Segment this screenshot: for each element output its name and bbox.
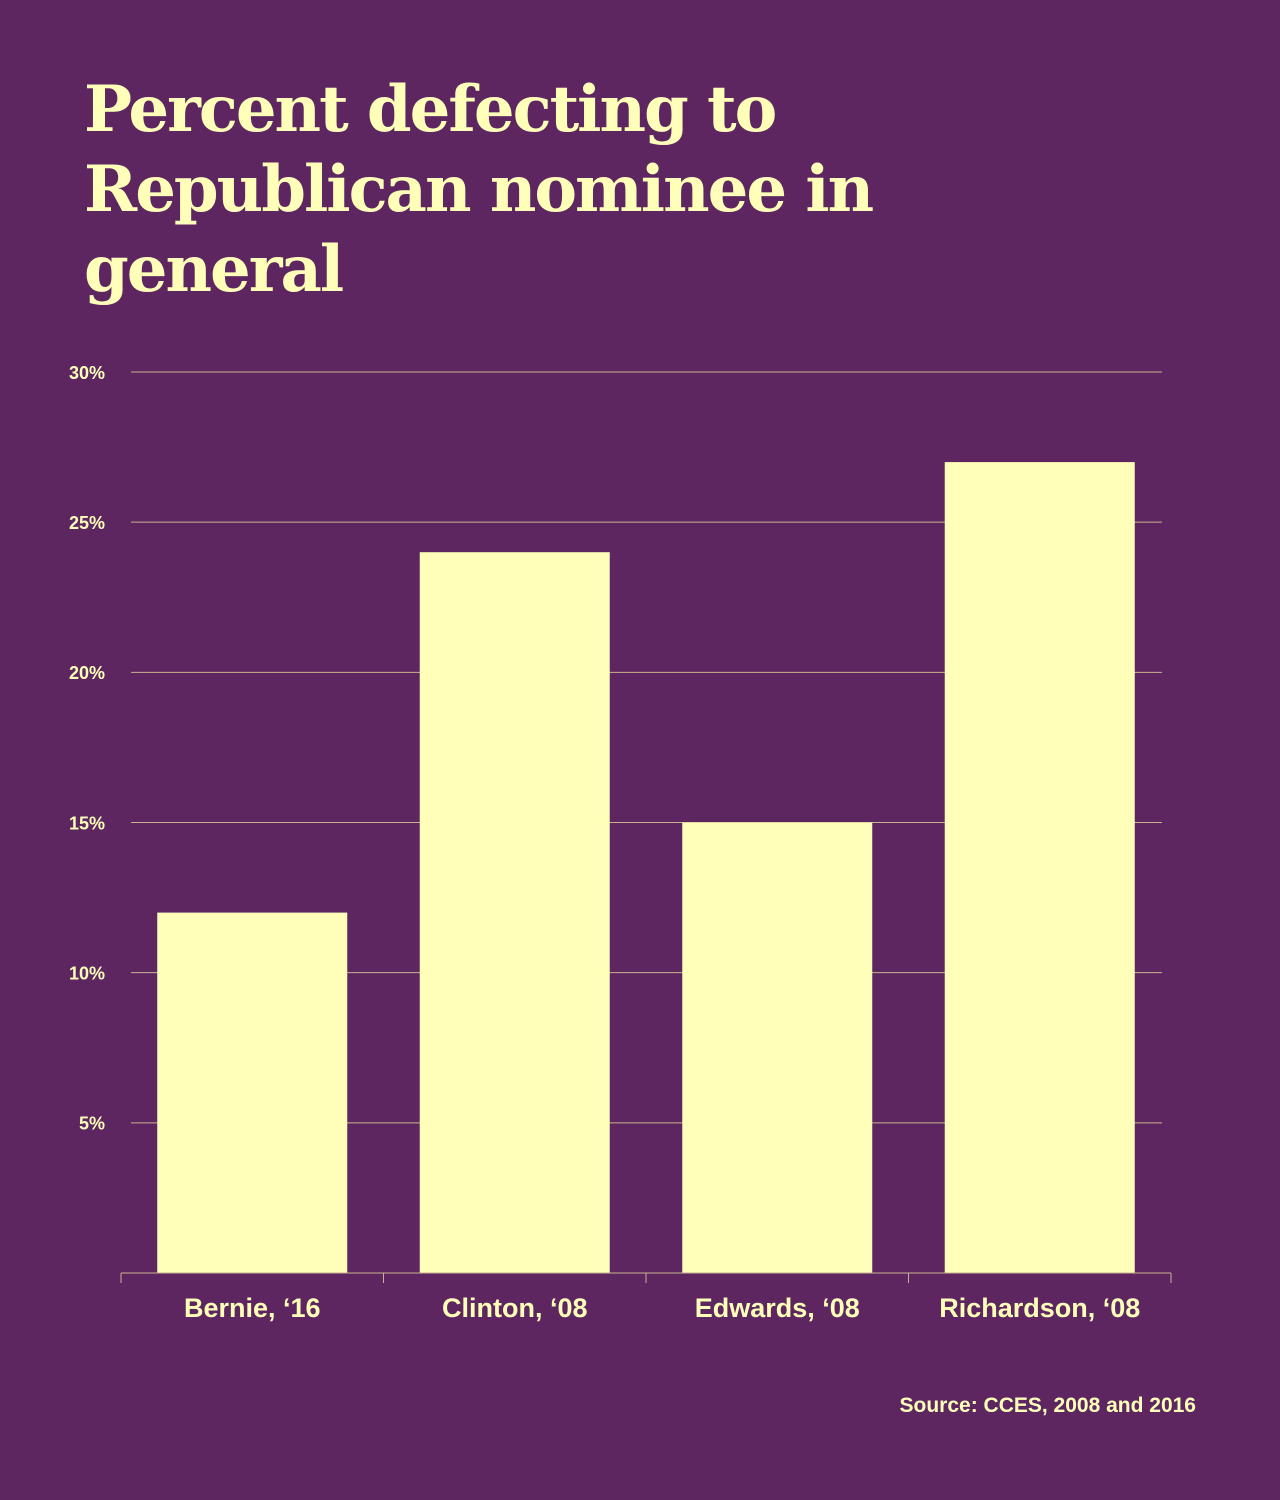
source-note: Source: CCES, 2008 and 2016 bbox=[899, 1394, 1196, 1417]
chart-title: Percent defecting to Republican nominee … bbox=[84, 70, 1084, 310]
y-tick-label: 20% bbox=[69, 663, 105, 683]
y-tick-label: 15% bbox=[69, 813, 105, 833]
y-tick-label: 5% bbox=[79, 1114, 105, 1134]
bar bbox=[682, 822, 873, 1273]
x-category-label: Richardson, ‘08 bbox=[939, 1293, 1140, 1323]
bar bbox=[419, 552, 610, 1273]
x-category-label: Bernie, ‘16 bbox=[184, 1293, 321, 1323]
bar bbox=[944, 462, 1135, 1274]
y-tick-label: 30% bbox=[69, 363, 105, 383]
x-category-label: Clinton, ‘08 bbox=[442, 1293, 588, 1323]
y-tick-label: 10% bbox=[69, 963, 105, 983]
y-tick-label: 25% bbox=[69, 513, 105, 533]
chart-title-line-2: Republican nominee in general bbox=[84, 152, 874, 307]
chart-title-line-1: Percent defecting to bbox=[84, 72, 777, 147]
x-category-label: Edwards, ‘08 bbox=[695, 1293, 860, 1323]
bar bbox=[157, 912, 348, 1273]
